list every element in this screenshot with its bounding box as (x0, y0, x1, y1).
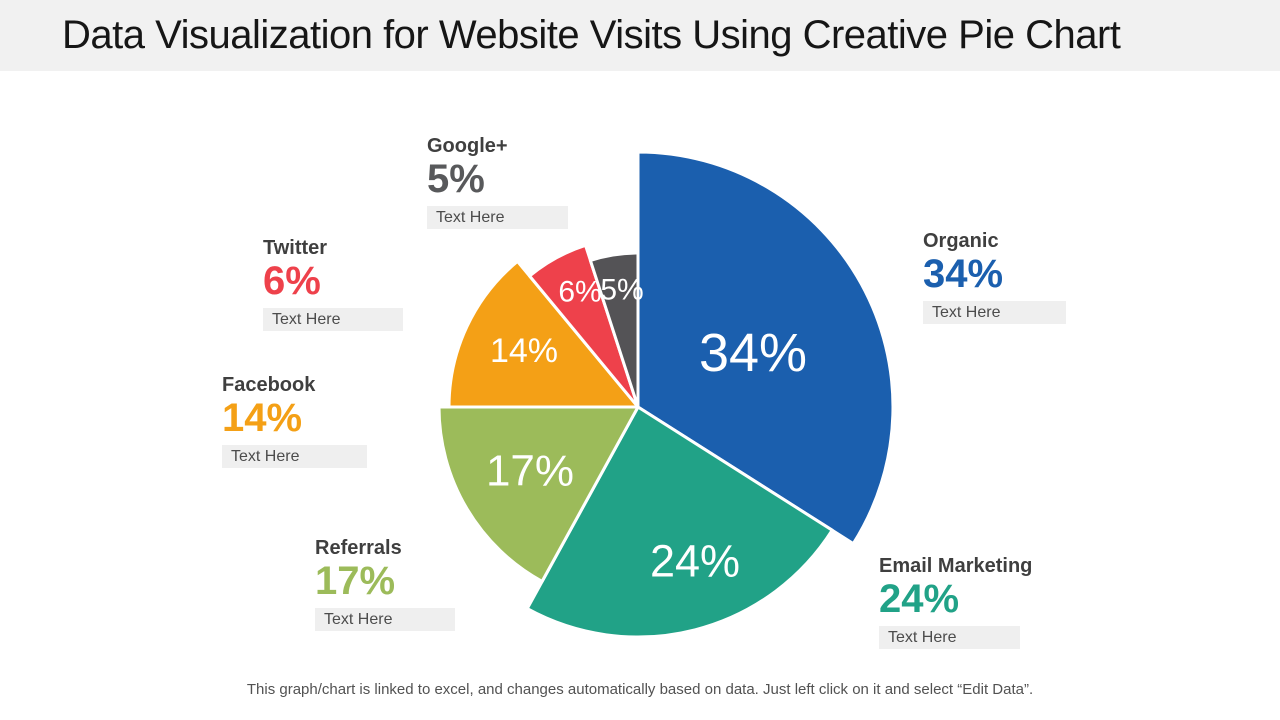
pie-slice-twitter[interactable] (528, 243, 640, 409)
callout-percent: 14% (222, 396, 303, 440)
callout-percent: 34% (923, 252, 1004, 296)
callout-google-plus: Google+ 5% Text Here (427, 135, 568, 229)
slice-value-label-organic: 34% (699, 323, 807, 383)
callout-text-placeholder: Text Here (879, 626, 1020, 649)
header-bar: Data Visualization for Website Visits Us… (0, 0, 1280, 71)
slice-value-label-email-marketing: 24% (650, 536, 740, 587)
callout-title: Email Marketing (879, 555, 1033, 577)
pie-slice-email-marketing[interactable] (525, 405, 834, 639)
pie-slice-facebook[interactable] (447, 259, 640, 409)
page-title: Data Visualization for Website Visits Us… (62, 13, 1121, 57)
slice-value-label-facebook: 14% (490, 332, 558, 370)
callout-text-placeholder: Text Here (315, 608, 455, 631)
callout-text-placeholder: Text Here (222, 445, 367, 468)
footer-note: This graph/chart is linked to excel, and… (246, 681, 1034, 698)
callout-title: Google+ (427, 135, 508, 157)
slice-value-label-google-plus: 5% (600, 274, 643, 307)
callout-email-marketing: Email Marketing 24% Text Here (879, 555, 1032, 649)
callout-title: Twitter (263, 237, 328, 259)
callout-title: Referrals (315, 537, 402, 559)
callout-title: Organic (923, 230, 999, 252)
callout-text-placeholder: Text Here (923, 301, 1066, 324)
callout-facebook: Facebook 14% Text Here (222, 374, 367, 468)
callout-percent: 24% (879, 577, 960, 621)
pie-slice-referrals[interactable] (437, 405, 640, 583)
callout-text-placeholder: Text Here (263, 308, 403, 331)
slice-value-label-referrals: 17% (486, 447, 574, 496)
callout-percent: 17% (315, 559, 396, 603)
pie-slice-google-plus[interactable] (588, 251, 640, 409)
slice-value-label-twitter: 6% (558, 276, 601, 309)
callout-text-placeholder: Text Here (427, 206, 568, 229)
callout-twitter: Twitter 6% Text Here (263, 237, 403, 331)
callout-referrals: Referrals 17% Text Here (315, 537, 455, 631)
callout-percent: 5% (427, 157, 485, 201)
callout-percent: 6% (263, 259, 321, 303)
callout-organic: Organic 34% Text Here (923, 230, 1066, 324)
callout-title: Facebook (222, 374, 316, 396)
